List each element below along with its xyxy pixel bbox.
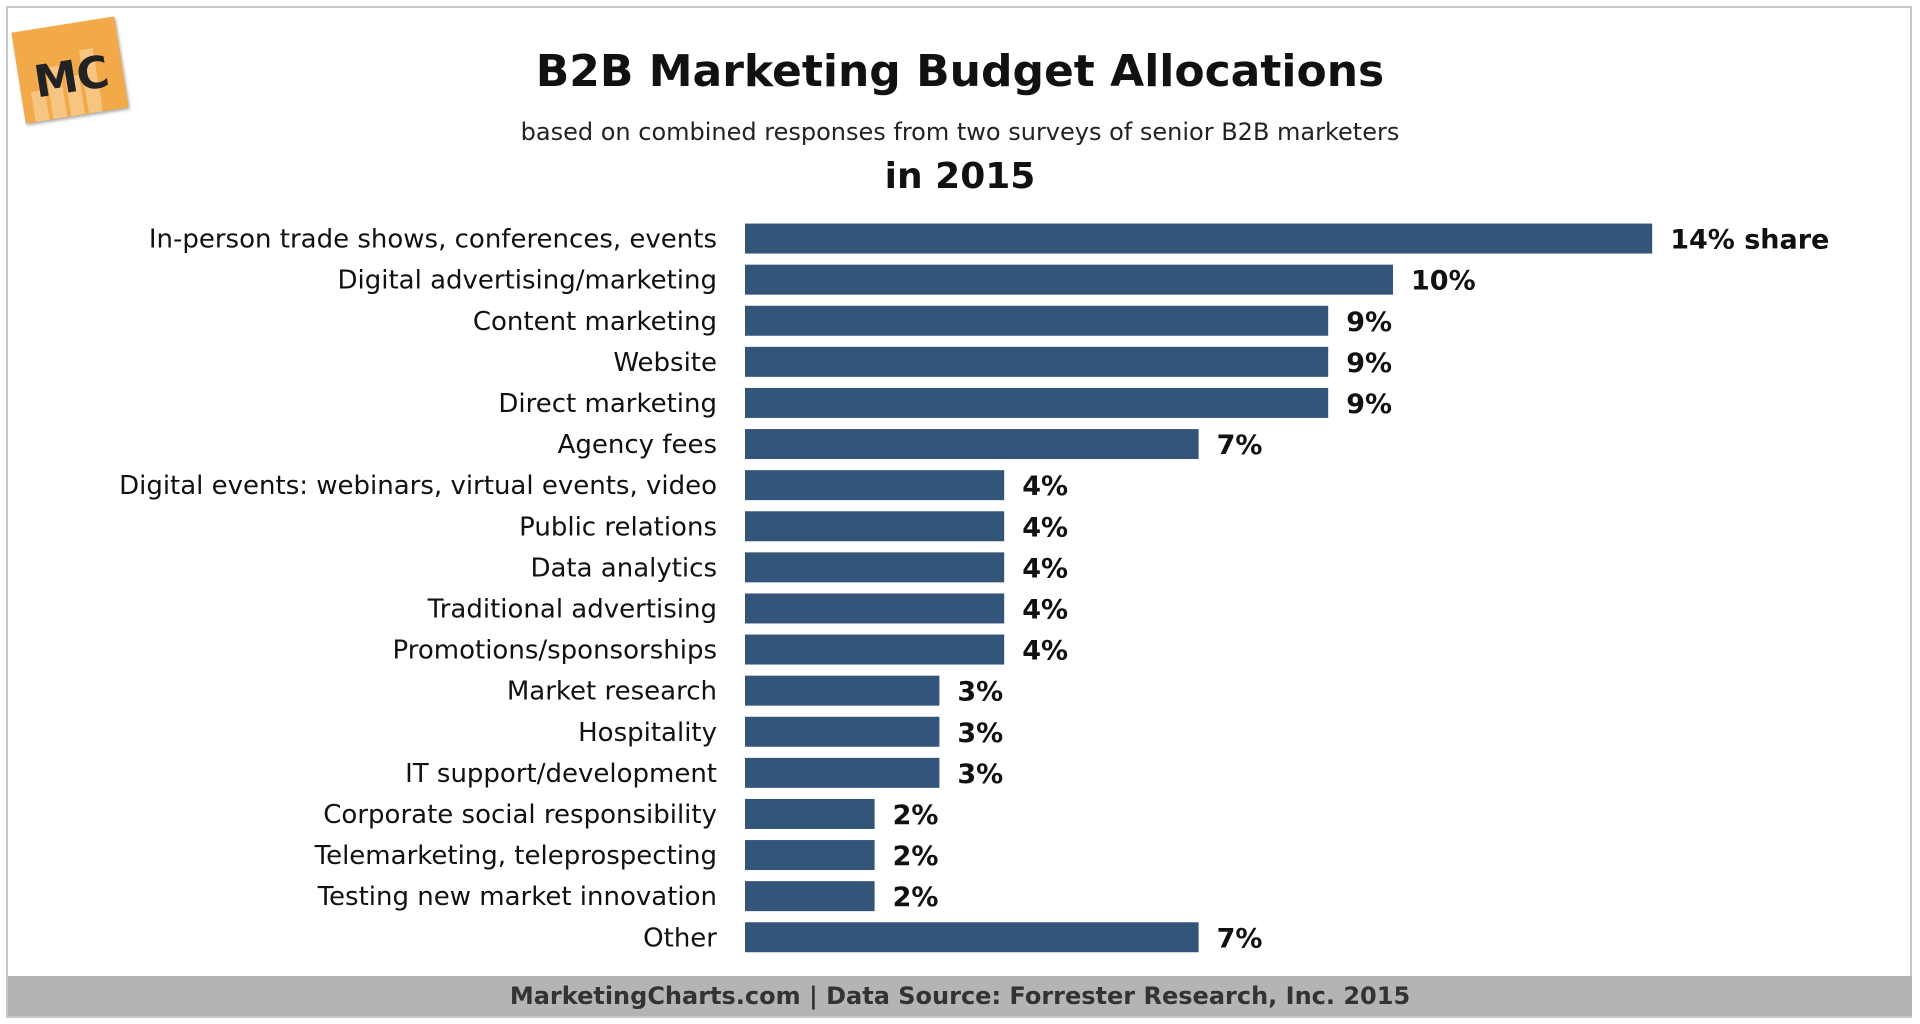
- bar: [745, 387, 1329, 418]
- bar: [745, 223, 1653, 254]
- bar: [745, 470, 1005, 501]
- chart-title: B2B Marketing Budget Allocations: [535, 46, 1385, 97]
- data-label: 4%: [1022, 512, 1068, 543]
- category-label: Public relations: [519, 512, 717, 542]
- data-label: 4%: [1022, 594, 1068, 625]
- category-label: In-person trade shows, conferences, even…: [149, 225, 717, 255]
- data-label: 9%: [1346, 307, 1392, 338]
- category-label: Content marketing: [473, 307, 717, 337]
- bar: [745, 922, 1199, 953]
- category-label: Telemarketing, teleprospecting: [314, 841, 717, 871]
- data-label: 2%: [893, 882, 939, 913]
- data-label: 3%: [957, 718, 1003, 749]
- category-label: IT support/development: [405, 759, 717, 789]
- category-label: Digital events: webinars, virtual events…: [119, 471, 717, 501]
- source-footer: MarketingCharts.com | Data Source: Forre…: [8, 976, 1912, 1016]
- data-label: 2%: [893, 800, 939, 831]
- data-label: 9%: [1346, 389, 1392, 420]
- bar: [745, 429, 1199, 460]
- bar: [745, 881, 875, 912]
- bar: [745, 552, 1005, 583]
- category-label: Agency fees: [558, 430, 717, 460]
- bar: [745, 757, 940, 788]
- data-label: 4%: [1022, 471, 1068, 502]
- data-label: 7%: [1217, 430, 1263, 461]
- data-label: 10%: [1411, 266, 1476, 297]
- category-label: Digital advertising/marketing: [337, 266, 717, 296]
- bar: [745, 264, 1393, 295]
- category-label: Other: [643, 923, 717, 953]
- bar: [745, 511, 1005, 542]
- bar: [745, 716, 940, 747]
- category-label: Testing new market innovation: [317, 882, 717, 912]
- data-label: 4%: [1022, 553, 1068, 584]
- data-label: 14% share: [1670, 225, 1829, 256]
- bar: [745, 634, 1005, 665]
- category-label: Traditional advertising: [427, 594, 717, 624]
- category-label: Promotions/sponsorships: [393, 636, 717, 666]
- data-label: 9%: [1346, 348, 1392, 379]
- category-label: Hospitality: [578, 718, 717, 748]
- data-label: 2%: [893, 841, 939, 872]
- category-label: Website: [613, 348, 717, 378]
- chart-period: in 2015: [884, 156, 1036, 197]
- bar: [745, 675, 940, 706]
- data-label: 3%: [957, 677, 1003, 708]
- bar: [745, 840, 875, 871]
- bar: [745, 798, 875, 829]
- bar: [745, 305, 1329, 336]
- data-label: 4%: [1022, 636, 1068, 667]
- chart-subtitle: based on combined responses from two sur…: [520, 118, 1400, 146]
- data-label: 7%: [1217, 923, 1263, 954]
- data-label: 3%: [957, 759, 1003, 790]
- category-label: Corporate social responsibility: [323, 800, 717, 830]
- category-label: Data analytics: [530, 553, 717, 583]
- category-label: Direct marketing: [498, 389, 717, 419]
- bar: [745, 593, 1005, 624]
- bar: [745, 346, 1329, 377]
- category-label: Market research: [507, 677, 717, 707]
